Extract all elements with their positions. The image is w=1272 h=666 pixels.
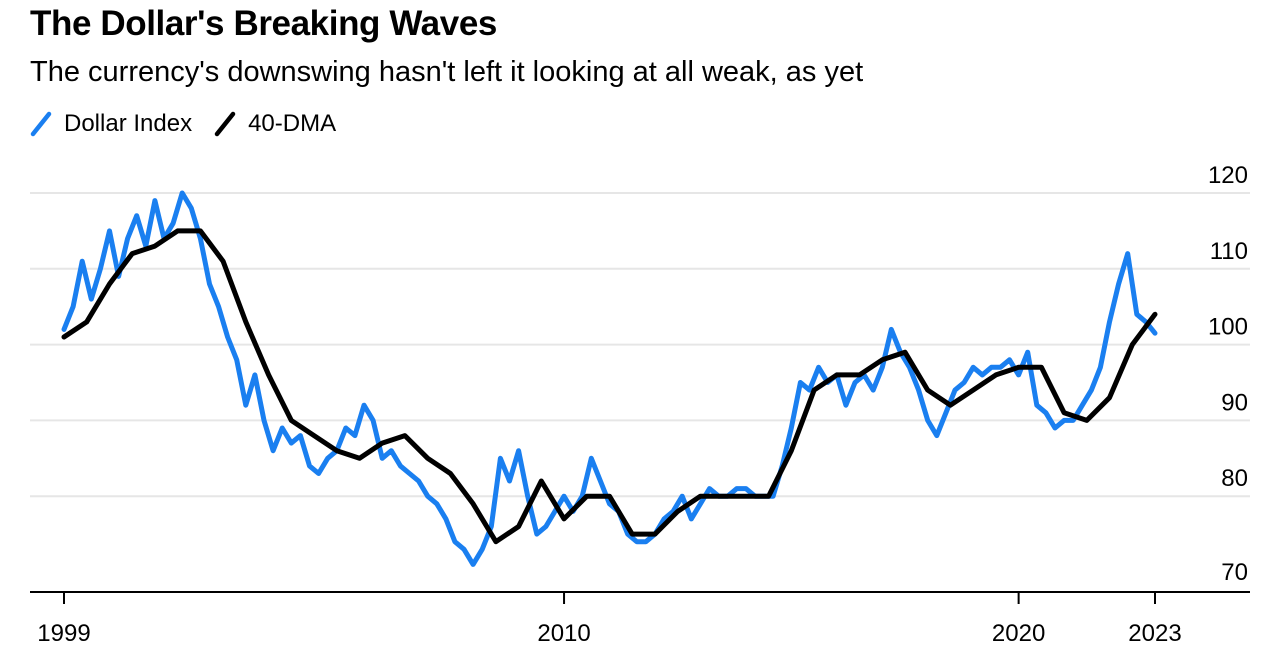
y-tick-label-100: 100 [1208, 314, 1248, 341]
legend: Dollar Index 40-DMA [30, 110, 358, 138]
y-axis-tick-labels: 70 80 90 100 110 120 [1208, 162, 1248, 586]
legend-swatch-40-dma-icon [214, 111, 236, 137]
series-lines [61, 190, 1158, 567]
legend-item-40-dma: 40-DMA [214, 110, 336, 138]
x-tick-label-1999: 1999 [37, 620, 90, 647]
series-line-40-dma [61, 228, 1158, 545]
y-tick-label-110: 110 [1210, 238, 1248, 265]
y-tick-label-90: 90 [1221, 389, 1248, 416]
y-tick-label-70: 70 [1221, 559, 1248, 586]
gridlines [30, 192, 1250, 498]
legend-swatch-dollar-index-icon [30, 111, 52, 137]
x-tick-label-2010: 2010 [537, 620, 590, 647]
chart-subtitle: The currency's downswing hasn't left it … [30, 56, 864, 88]
chart-title: The Dollar's Breaking Waves [30, 4, 497, 43]
series-line-dollar-index [61, 190, 1158, 567]
y-tick-label-120: 120 [1208, 162, 1248, 189]
y-tick-label-80: 80 [1221, 465, 1248, 492]
x-axis-tick-labels: 1999 2010 2020 2023 [37, 620, 1181, 647]
x-axis [30, 591, 1250, 604]
legend-label-dollar-index: Dollar Index [64, 110, 193, 137]
legend-label-40-dma: 40-DMA [248, 110, 337, 137]
x-tick-label-2020: 2020 [992, 620, 1045, 647]
legend-item-dollar-index: Dollar Index [30, 110, 192, 138]
x-tick-label-2023: 2023 [1128, 620, 1181, 647]
